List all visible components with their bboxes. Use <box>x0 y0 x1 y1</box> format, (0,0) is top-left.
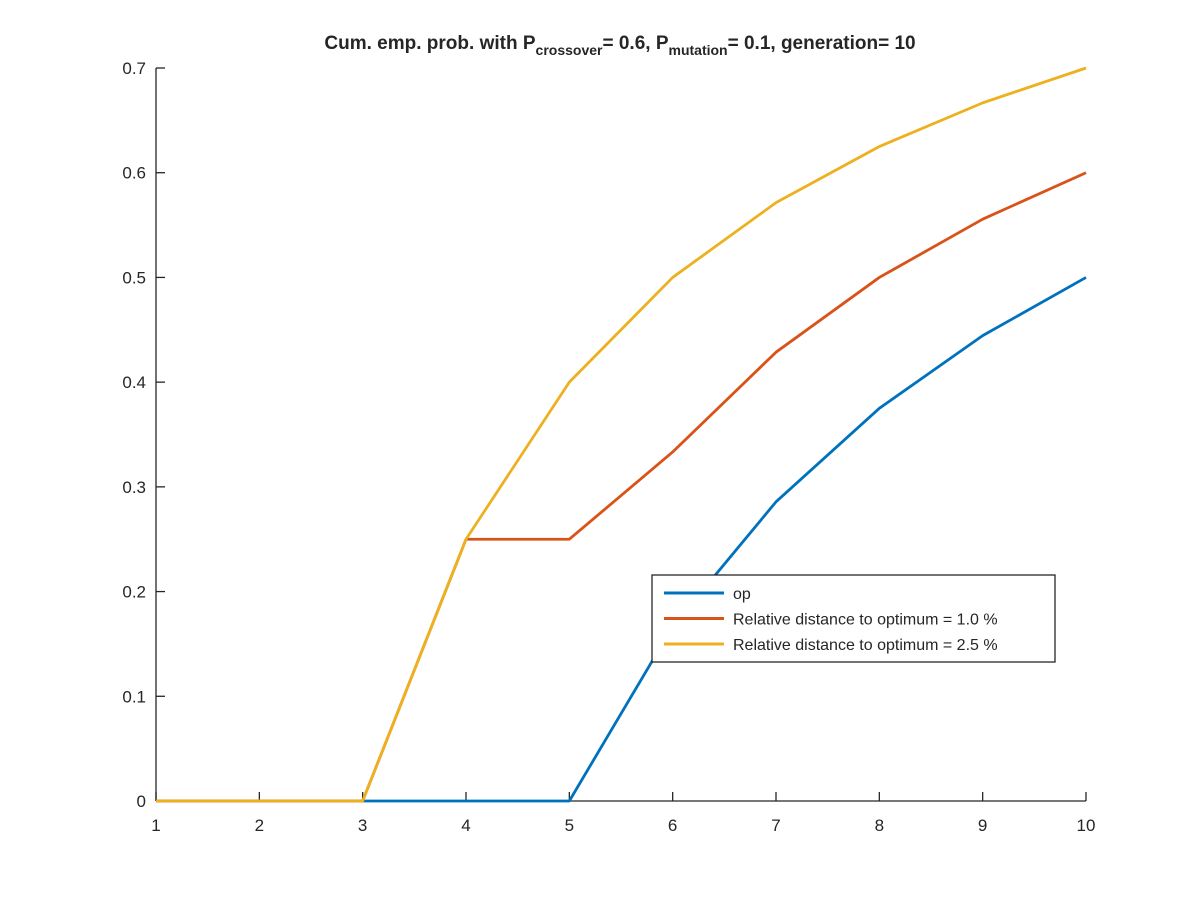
x-tick-label: 7 <box>771 816 780 835</box>
axes: 1 2 3 4 5 6 7 8 9 10 0 0.1 0.2 0.3 0.4 0.5 0.6 0.7 <box>122 59 1095 835</box>
y-tick-label: 0.2 <box>122 583 146 602</box>
x-tick-label: 2 <box>255 816 264 835</box>
x-tick-label: 5 <box>565 816 574 835</box>
y-tick-label: 0.7 <box>122 59 146 78</box>
y-tick-label: 0.4 <box>122 373 146 392</box>
chart-title-part-1: Cum. emp. prob. with P <box>324 33 535 54</box>
chart-title-subscript-2: mutation <box>669 42 728 58</box>
y-tick-label: 0.6 <box>122 164 146 183</box>
series-line-2 <box>156 171 1087 803</box>
series-line-3 <box>156 66 1087 803</box>
chart-title-subscript-1: crossover <box>536 42 603 58</box>
y-tick-label: 0.5 <box>122 268 146 287</box>
x-tick-label: 4 <box>461 816 470 835</box>
legend-label-3: Relative distance to optimum = 2.5 % <box>733 637 998 654</box>
x-tick-label: 1 <box>151 816 160 835</box>
y-tick-label: 0 <box>137 792 146 811</box>
chart-title: Cum. emp. prob. with Pcrossover= 0.6, Pm… <box>324 33 915 58</box>
series-line-1 <box>156 276 1087 803</box>
chart-title-part-2: = 0.6, P <box>602 33 668 54</box>
legend-label-2: Relative distance to optimum = 1.0 % <box>733 612 998 629</box>
legend-label-1: op <box>733 586 751 603</box>
series-layer <box>156 66 1087 803</box>
chart-title-part-3: = 0.1, generation= 10 <box>728 33 916 54</box>
x-tick-label: 8 <box>875 816 884 835</box>
x-tick-label: 6 <box>668 816 677 835</box>
legend: op Relative distance to optimum = 1.0 % Re… <box>651 574 1056 663</box>
y-tick-label: 0.1 <box>122 687 146 706</box>
x-tick-label: 9 <box>978 816 987 835</box>
x-tick-label: 10 <box>1077 816 1096 835</box>
y-tick-label: 0.3 <box>122 478 146 497</box>
x-tick-label: 3 <box>358 816 367 835</box>
